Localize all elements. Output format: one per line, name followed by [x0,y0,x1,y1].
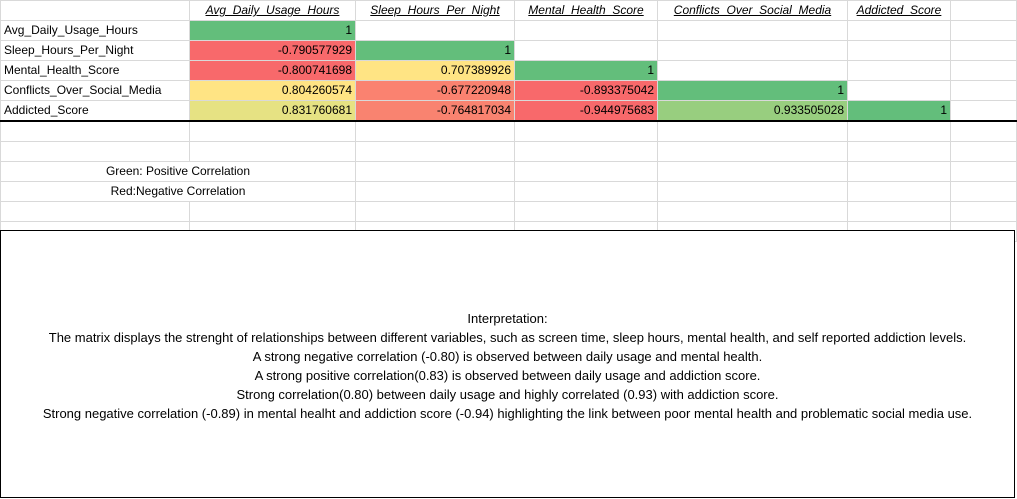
empty-cell[interactable] [847,141,951,162]
interpretation-line: The matrix displays the strenght of rela… [48,330,967,345]
empty-cell[interactable] [950,120,1017,142]
empty-cell[interactable] [514,161,658,182]
empty-cell[interactable] [847,161,951,182]
matrix-cell[interactable] [847,20,951,41]
empty-cell[interactable] [950,100,1017,122]
corner-cell[interactable] [0,0,190,21]
matrix-cell[interactable]: -0.944975683 [514,100,658,122]
empty-cell[interactable] [0,120,190,142]
matrix-cell[interactable]: 0.804260574 [189,80,356,101]
matrix-cell[interactable]: 1 [355,40,515,61]
empty-cell[interactable] [514,141,658,162]
matrix-cell[interactable]: -0.790577929 [189,40,356,61]
empty-cell[interactable] [189,201,356,222]
empty-cell[interactable] [657,201,848,222]
interpretation-line: Strong negative correlation (-0.89) in m… [42,406,973,421]
legend-row: Green: Positive Correlation [0,161,1017,182]
empty-cell[interactable] [847,181,951,202]
matrix-cell[interactable]: 1 [514,60,658,81]
matrix-cell[interactable]: 0.933505028 [657,100,848,122]
blank-row [0,201,1017,222]
matrix-cell[interactable] [514,40,658,61]
interpretation-title: Interpretation: [467,311,548,326]
matrix-cell[interactable]: -0.893375042 [514,80,658,101]
matrix-row: Avg_Daily_Usage_Hours 1 [0,20,1017,41]
legend-red[interactable]: Red:Negative Correlation [0,181,356,202]
empty-cell[interactable] [514,120,658,142]
matrix-cell[interactable] [657,40,848,61]
col-header-addicted-score[interactable]: Addicted_Score [847,0,951,21]
matrix-cell[interactable]: -0.677220948 [355,80,515,101]
interpretation-line: Strong correlation(0.80) between daily u… [236,387,779,402]
matrix-cell[interactable]: 0.707389926 [355,60,515,81]
matrix-cell[interactable]: 1 [847,100,951,122]
matrix-cell[interactable]: 1 [657,80,848,101]
empty-cell[interactable] [355,120,515,142]
empty-cell[interactable] [950,161,1017,182]
empty-cell[interactable] [657,161,848,182]
row-label[interactable]: Mental_Health_Score [0,60,190,81]
col-header-avg-daily-usage[interactable]: Avg_Daily_Usage_Hours [189,0,356,21]
empty-cell[interactable] [189,141,356,162]
matrix-cell[interactable] [657,20,848,41]
interpretation-line: A strong negative correlation (-0.80) is… [252,349,763,364]
row-label[interactable]: Sleep_Hours_Per_Night [0,40,190,61]
matrix-row: Mental_Health_Score -0.800741698 0.70738… [0,60,1017,81]
correlation-grid: Avg_Daily_Usage_Hours Sleep_Hours_Per_Ni… [0,0,1017,242]
matrix-cell[interactable] [847,40,951,61]
matrix-cell[interactable]: -0.764817034 [355,100,515,122]
empty-cell[interactable] [514,201,658,222]
empty-cell[interactable] [950,181,1017,202]
row-label[interactable]: Avg_Daily_Usage_Hours [0,20,190,41]
empty-cell[interactable] [657,181,848,202]
row-label[interactable]: Conflicts_Over_Social_Media [0,80,190,101]
empty-cell[interactable] [950,201,1017,222]
empty-cell[interactable] [950,40,1017,61]
empty-cell[interactable] [0,201,190,222]
matrix-cell[interactable] [514,20,658,41]
empty-cell[interactable] [355,141,515,162]
blank-row [0,141,1017,162]
interpretation-line: A strong positive correlation(0.83) is o… [254,368,761,383]
matrix-cell[interactable]: 1 [189,20,356,41]
blank-row [0,120,1017,142]
matrix-cell[interactable] [355,20,515,41]
matrix-row: Addicted_Score 0.831760681 -0.764817034 … [0,100,1017,122]
col-header-mental-health[interactable]: Mental_Health_Score [514,0,658,21]
row-label[interactable]: Addicted_Score [0,100,190,122]
empty-cell[interactable] [950,141,1017,162]
matrix-row: Sleep_Hours_Per_Night -0.790577929 1 [0,40,1017,61]
matrix-cell[interactable] [657,60,848,81]
empty-cell[interactable] [950,0,1017,21]
empty-cell[interactable] [189,120,356,142]
matrix-cell[interactable] [847,80,951,101]
empty-cell[interactable] [950,60,1017,81]
interpretation-textbox[interactable]: Interpretation: The matrix displays the … [0,230,1015,498]
empty-cell[interactable] [0,141,190,162]
matrix-row: Conflicts_Over_Social_Media 0.804260574 … [0,80,1017,101]
empty-cell[interactable] [657,120,848,142]
col-header-conflicts[interactable]: Conflicts_Over_Social_Media [657,0,848,21]
matrix-cell[interactable]: 0.831760681 [189,100,356,122]
header-row: Avg_Daily_Usage_Hours Sleep_Hours_Per_Ni… [0,0,1017,21]
col-header-sleep-hours[interactable]: Sleep_Hours_Per_Night [355,0,515,21]
legend-green[interactable]: Green: Positive Correlation [0,161,356,182]
empty-cell[interactable] [355,201,515,222]
empty-cell[interactable] [847,120,951,142]
matrix-cell[interactable]: -0.800741698 [189,60,356,81]
empty-cell[interactable] [657,141,848,162]
empty-cell[interactable] [847,201,951,222]
empty-cell[interactable] [950,80,1017,101]
empty-cell[interactable] [355,181,515,202]
empty-cell[interactable] [355,161,515,182]
matrix-cell[interactable] [847,60,951,81]
empty-cell[interactable] [514,181,658,202]
legend-row: Red:Negative Correlation [0,181,1017,202]
empty-cell[interactable] [950,20,1017,41]
